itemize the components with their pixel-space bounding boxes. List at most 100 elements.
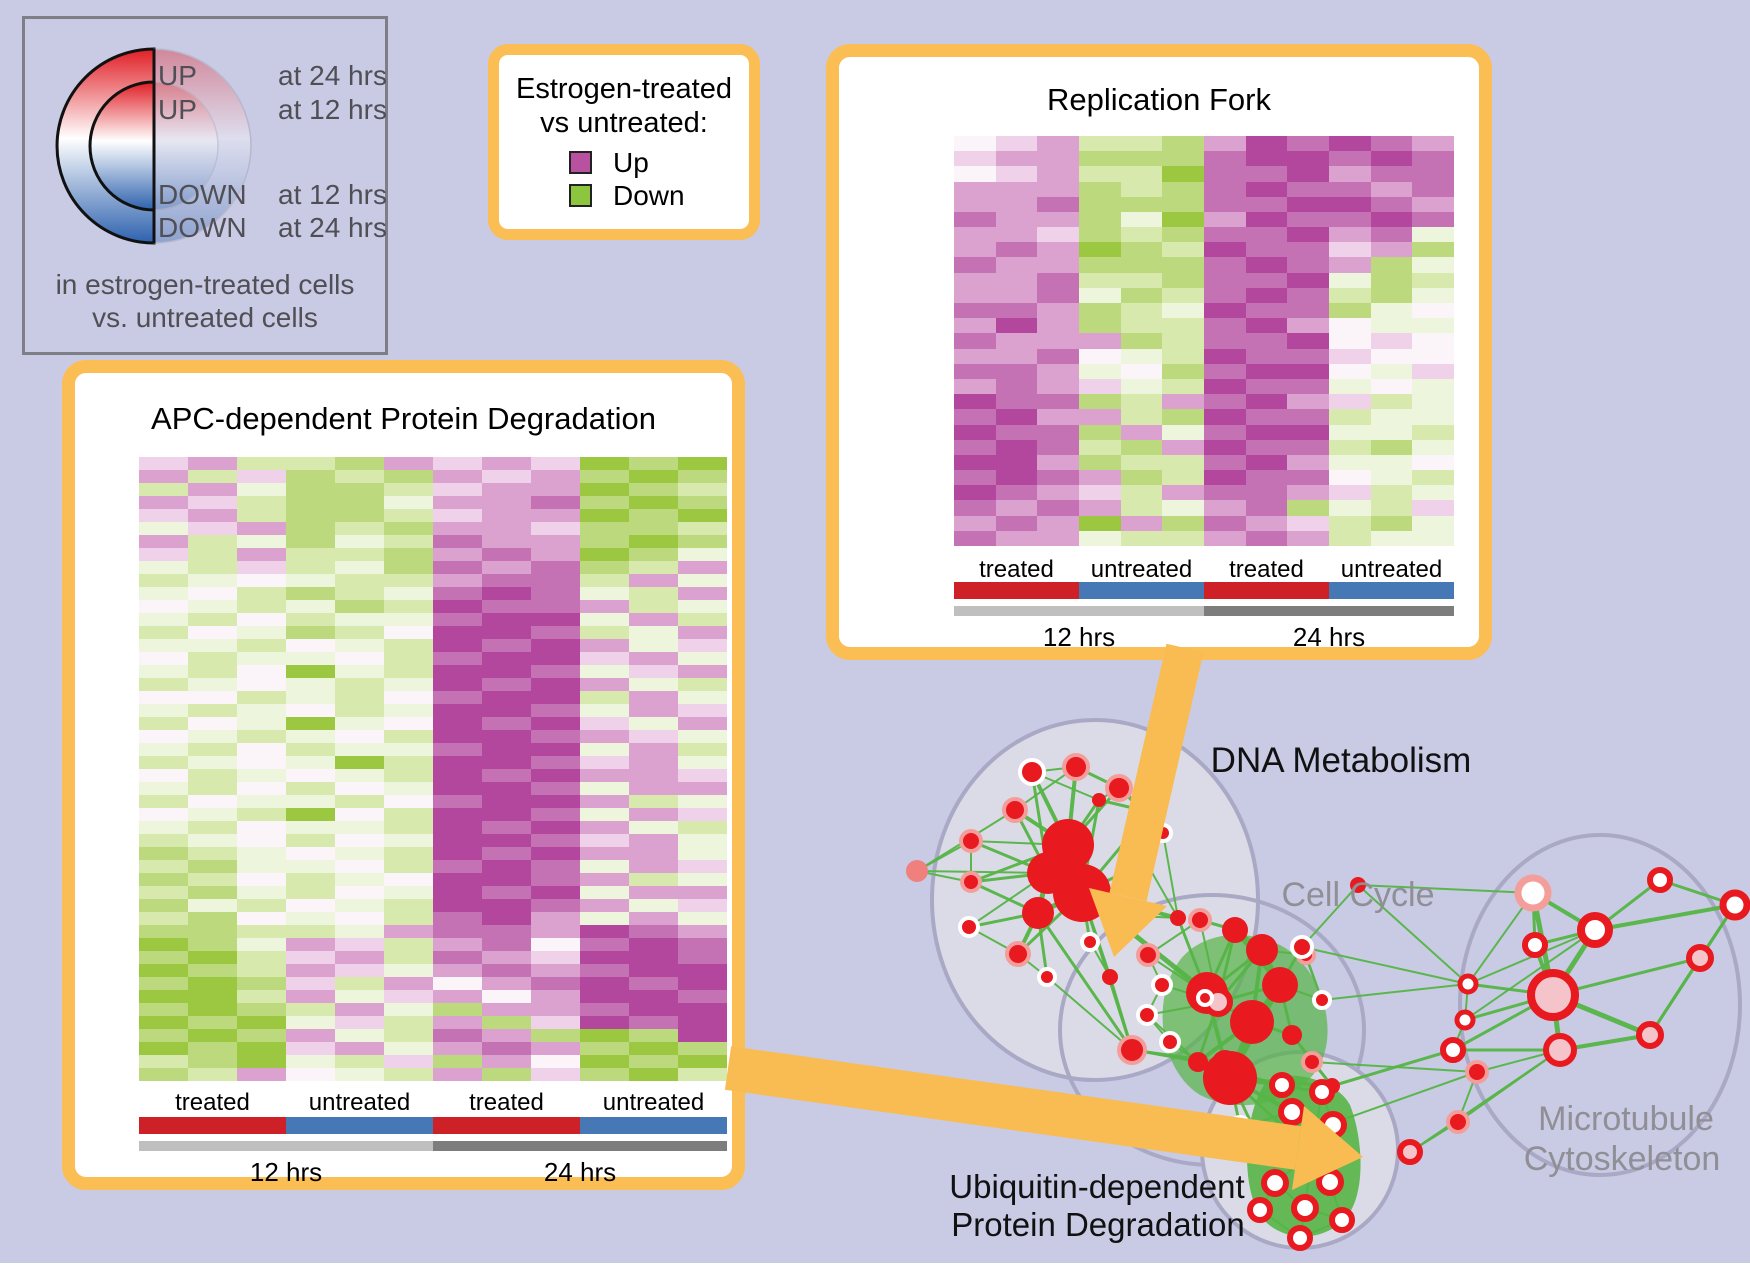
heatmap-cell (1412, 485, 1454, 501)
heatmap-cell (629, 652, 678, 665)
heatmap-cell (1204, 227, 1246, 243)
heatmap-cell (188, 704, 237, 717)
heatmap-cell (1245, 454, 1288, 471)
heatmap-cell (1079, 333, 1121, 349)
heatmap-cell (384, 795, 433, 808)
heatmap-cell (954, 242, 996, 258)
heatmap-cell (286, 587, 335, 600)
heatmap-cell (629, 457, 678, 470)
heatmap-cell (433, 1003, 482, 1016)
heatmap-cell (1245, 166, 1288, 182)
heatmap-cell (678, 886, 727, 899)
heatmap-cell (433, 665, 482, 678)
heatmap-cell (1370, 409, 1413, 425)
heatmap-cell (237, 1055, 286, 1068)
network-edge (1228, 1076, 1314, 1155)
heatmap-cell (1245, 409, 1288, 425)
heatmap-cell (531, 808, 580, 821)
heatmap-cell (433, 769, 482, 782)
network-edge (1035, 870, 1051, 916)
network-edge (916, 870, 1049, 874)
heatmap-cell (139, 457, 188, 470)
heatmap-cell (1037, 424, 1079, 440)
heatmap-cell (580, 1029, 629, 1042)
heatmap-cell (188, 964, 237, 977)
heatmap-cell (433, 522, 482, 535)
network-node (1159, 1031, 1181, 1053)
heatmap-cell (995, 454, 1038, 471)
heatmap-cell (237, 808, 286, 821)
heatmap-cell (433, 535, 482, 548)
heatmap-cell (139, 678, 188, 691)
heatmap-cell (629, 665, 678, 678)
heatmap-cell (1287, 485, 1329, 501)
heatmap-cell (237, 847, 286, 860)
heatmap-cell (1037, 439, 1079, 455)
heatmap-cell (433, 496, 482, 509)
network-edge (1216, 928, 1237, 1004)
legend-up-24-word: UP (158, 60, 197, 91)
network-node (1246, 934, 1278, 966)
heatmap-cell (286, 873, 335, 886)
network-edge (1108, 975, 1134, 1052)
network-node (1324, 1078, 1340, 1094)
heatmap-cell (335, 717, 384, 730)
heatmap-cell (1120, 530, 1163, 546)
label-microtubule-2: Cytoskeleton (1524, 1140, 1721, 1178)
network-edge (1223, 1061, 1232, 1080)
network-edge (1281, 1084, 1323, 1093)
heatmap-cell (531, 704, 580, 717)
heatmap-cell (188, 886, 237, 899)
heatmap-cell (482, 977, 531, 990)
heatmap-cell (1162, 151, 1204, 167)
heatmap-cell (629, 860, 678, 873)
heatmap-cell (286, 1029, 335, 1042)
heatmap-cell (1120, 257, 1163, 273)
heatmap-cell (531, 730, 580, 743)
heatmap-cell (678, 964, 727, 977)
heatmap-cell (482, 509, 531, 522)
network-edge (1228, 1076, 1284, 1087)
heatmap-cell (1162, 257, 1204, 273)
heatmap-cell (1370, 136, 1413, 152)
heatmap-cell (286, 977, 335, 990)
heatmap-cell (531, 639, 580, 652)
heatmap-cell (335, 886, 384, 899)
heatmap-cell (678, 1016, 727, 1029)
heatmap-cell (1412, 242, 1454, 258)
network-edge (1250, 1020, 1294, 1037)
network-node (1440, 1037, 1466, 1063)
heatmap-cell (1162, 454, 1204, 471)
network-edge (1262, 1124, 1334, 1149)
heatmap-cell (629, 470, 678, 483)
heatmap-cell (629, 847, 678, 860)
heatmap-cell (629, 925, 678, 938)
heatmap-cell (629, 886, 678, 899)
heatmap-cell (335, 847, 384, 860)
heatmap-cell (139, 1055, 188, 1068)
heatmap-cell (1204, 318, 1246, 334)
heatmap-cell (1245, 227, 1288, 243)
heatmap-cell (1287, 470, 1329, 486)
network-node (1203, 987, 1233, 1017)
heatmap-cell (531, 873, 580, 886)
heatmap-cell (335, 522, 384, 535)
network-node (1309, 1079, 1335, 1105)
network-edge (1593, 903, 1737, 932)
network-edge (1550, 992, 1653, 1038)
heatmap-cell (1245, 303, 1288, 319)
heatmap-cell (580, 470, 629, 483)
heatmap-cell (335, 496, 384, 509)
heatmap-cell (678, 535, 727, 548)
cluster-dna-metabolism (930, 718, 1260, 1082)
heatmap-cell (1370, 181, 1413, 197)
heatmap-cell (995, 470, 1038, 486)
heatmap-cell (335, 678, 384, 691)
heatmap-cell (629, 574, 678, 587)
heatmap-cell (335, 1042, 384, 1055)
heatmap-cell (237, 678, 286, 691)
heatmap-cell (286, 925, 335, 938)
heatmap-cell (1370, 439, 1413, 455)
heatmap-cell (1162, 424, 1204, 440)
heatmap-cell (384, 938, 433, 951)
